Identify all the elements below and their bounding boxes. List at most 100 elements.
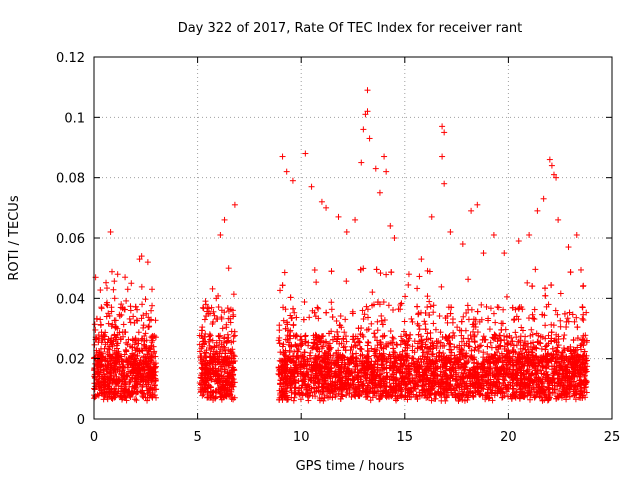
data-point [542,292,549,299]
data-point [102,362,109,369]
data-point [100,350,107,357]
data-point [224,305,231,312]
data-point [579,304,586,311]
data-point [112,390,119,397]
data-point [374,327,381,334]
data-point [487,305,494,312]
data-point [442,397,449,404]
data-point [132,383,139,390]
data-point [110,286,117,293]
data-point [134,306,141,313]
data-point [460,313,467,320]
data-point [118,394,125,401]
data-point [123,397,130,404]
data-point [484,343,491,350]
data-point [483,303,490,310]
data-point [364,306,371,313]
data-point [131,396,138,403]
data-point [377,270,384,277]
data-point [145,355,152,362]
data-point [108,337,115,344]
data-point [134,389,141,396]
data-point [127,352,134,359]
data-point [503,293,510,300]
data-point [426,298,433,305]
data-point [328,299,335,306]
data-point [122,386,129,393]
data-point [126,315,133,322]
data-point [494,304,501,311]
data-point [123,339,130,346]
data-point [139,335,146,342]
data-point [211,312,218,319]
data-point [123,347,130,354]
data-point [109,343,116,350]
data-point [390,306,397,313]
data-point [201,316,208,323]
data-point [151,332,158,339]
data-point [133,397,140,404]
data-point [101,366,108,373]
data-point [101,345,108,352]
data-point [564,315,571,322]
data-point [293,333,300,340]
data-point [383,271,390,278]
data-point [561,332,568,339]
data-point [148,307,155,314]
data-point [139,301,146,308]
data-point [407,331,414,338]
data-point [430,320,437,327]
data-point [111,317,118,324]
data-point [106,312,113,319]
data-point [373,266,380,273]
data-point [517,333,524,340]
data-point [301,298,308,305]
data-point [146,323,153,330]
data-point [557,317,564,324]
data-point [107,366,114,373]
data-point [143,364,150,371]
data-point [132,303,139,310]
data-point [113,324,120,331]
data-point [148,368,155,375]
data-point [138,347,145,354]
data-point [424,304,431,311]
data-point [126,378,133,385]
data-point [127,319,134,326]
data-point [131,358,138,365]
data-point [436,312,443,319]
data-point [364,314,371,321]
data-point [486,326,493,333]
data-point [427,303,434,310]
data-point [329,314,336,321]
data-point [133,378,140,385]
data-point [114,271,121,278]
data-point [561,310,568,317]
data-point [427,329,434,336]
data-point [124,286,131,293]
data-point [97,384,104,391]
data-point [487,339,494,346]
data-point [117,390,124,397]
data-point [92,394,99,401]
data-point [279,282,286,289]
data-point [371,330,378,337]
data-point [530,315,537,322]
data-point [151,392,158,399]
data-point [394,342,401,349]
data-point [138,283,145,290]
data-point [123,385,130,392]
data-point [360,316,367,323]
data-point [113,334,120,341]
data-point [122,380,129,387]
data-point [148,344,155,351]
data-point [104,375,111,382]
data-point [230,291,237,298]
data-point [415,311,422,318]
data-point [118,311,125,318]
data-point [93,376,100,383]
data-point [144,351,151,358]
data-point [369,289,376,296]
data-point [150,371,157,378]
